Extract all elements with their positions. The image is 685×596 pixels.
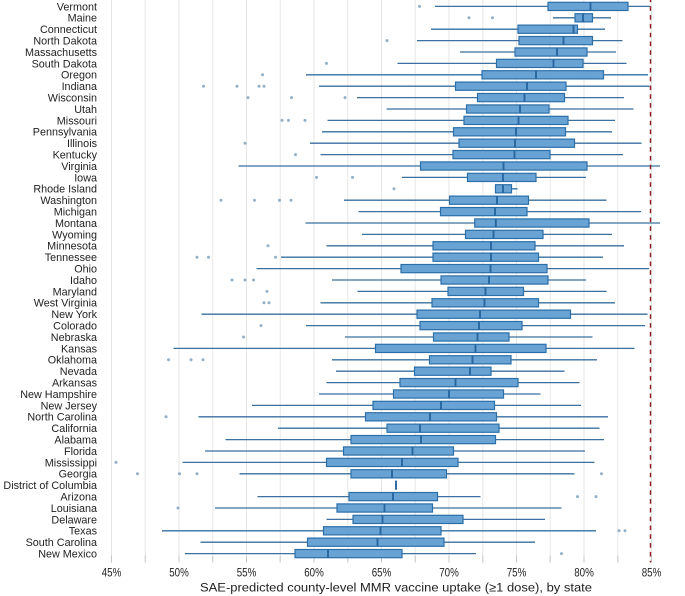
- svg-text:Wyoming: Wyoming: [52, 229, 97, 241]
- svg-text:Wisconsin: Wisconsin: [48, 93, 97, 105]
- svg-text:Nevada: Nevada: [60, 366, 97, 378]
- svg-text:Rhode Island: Rhode Island: [33, 184, 97, 196]
- svg-text:70%: 70%: [439, 565, 459, 579]
- svg-text:Florida: Florida: [64, 446, 97, 458]
- svg-text:Massachusetts: Massachusetts: [25, 47, 98, 59]
- svg-text:60%: 60%: [304, 565, 324, 579]
- svg-text:Connecticut: Connecticut: [40, 24, 97, 36]
- svg-text:45%: 45%: [102, 565, 122, 579]
- svg-text:Delaware: Delaware: [51, 514, 97, 526]
- svg-text:SAE-predicted county-level MMR: SAE-predicted county-level MMR vaccine u…: [200, 580, 592, 594]
- svg-text:55%: 55%: [237, 565, 257, 579]
- svg-text:New Hampshire: New Hampshire: [20, 389, 97, 401]
- svg-text:California: California: [51, 423, 97, 435]
- svg-text:Kentucky: Kentucky: [53, 150, 98, 162]
- svg-text:Vermont: Vermont: [57, 1, 97, 13]
- svg-text:Texas: Texas: [69, 526, 98, 538]
- svg-text:Missouri: Missouri: [57, 115, 97, 127]
- svg-text:Idaho: Idaho: [70, 275, 97, 287]
- svg-text:Arkansas: Arkansas: [52, 378, 98, 390]
- svg-text:Tennessee: Tennessee: [45, 252, 97, 264]
- svg-text:Montana: Montana: [55, 218, 97, 230]
- svg-text:Michigan: Michigan: [54, 207, 97, 219]
- svg-text:Maine: Maine: [68, 13, 97, 25]
- svg-text:65%: 65%: [372, 565, 392, 579]
- svg-text:North Dakota: North Dakota: [33, 36, 97, 48]
- svg-text:Georgia: Georgia: [59, 469, 97, 481]
- svg-text:Colorado: Colorado: [53, 321, 97, 333]
- svg-text:Kansas: Kansas: [61, 343, 98, 355]
- svg-text:Pennsylvania: Pennsylvania: [33, 127, 97, 139]
- svg-text:North Carolina: North Carolina: [27, 412, 97, 424]
- svg-text:New Jersey: New Jersey: [41, 400, 98, 412]
- svg-text:West Virginia: West Virginia: [34, 298, 97, 310]
- svg-text:Utah: Utah: [74, 104, 97, 116]
- svg-text:Oklahoma: Oklahoma: [48, 355, 97, 367]
- svg-text:District of Columbia: District of Columbia: [3, 480, 97, 492]
- svg-text:Iowa: Iowa: [74, 172, 97, 184]
- svg-text:New Mexico: New Mexico: [38, 549, 97, 561]
- svg-text:Oregon: Oregon: [61, 70, 97, 82]
- svg-text:80%: 80%: [574, 565, 594, 579]
- svg-text:Louisiana: Louisiana: [51, 503, 97, 515]
- svg-text:85%: 85%: [642, 565, 662, 579]
- svg-text:Nebraska: Nebraska: [51, 332, 97, 344]
- svg-text:Ohio: Ohio: [74, 264, 97, 276]
- svg-text:Maryland: Maryland: [53, 286, 97, 298]
- svg-text:Illinois: Illinois: [67, 138, 98, 150]
- svg-text:Washington: Washington: [40, 195, 97, 207]
- svg-text:Alabama: Alabama: [54, 435, 97, 447]
- svg-text:South Dakota: South Dakota: [32, 58, 97, 70]
- svg-text:Minnesota: Minnesota: [47, 241, 97, 253]
- svg-text:Arizona: Arizona: [60, 492, 97, 504]
- svg-text:Indiana: Indiana: [62, 81, 97, 93]
- svg-text:South Carolina: South Carolina: [26, 537, 97, 549]
- svg-text:Mississippi: Mississippi: [45, 457, 97, 469]
- svg-text:50%: 50%: [169, 565, 189, 579]
- svg-text:75%: 75%: [507, 565, 527, 579]
- svg-text:New York: New York: [51, 309, 97, 321]
- svg-text:Virginia: Virginia: [61, 161, 97, 173]
